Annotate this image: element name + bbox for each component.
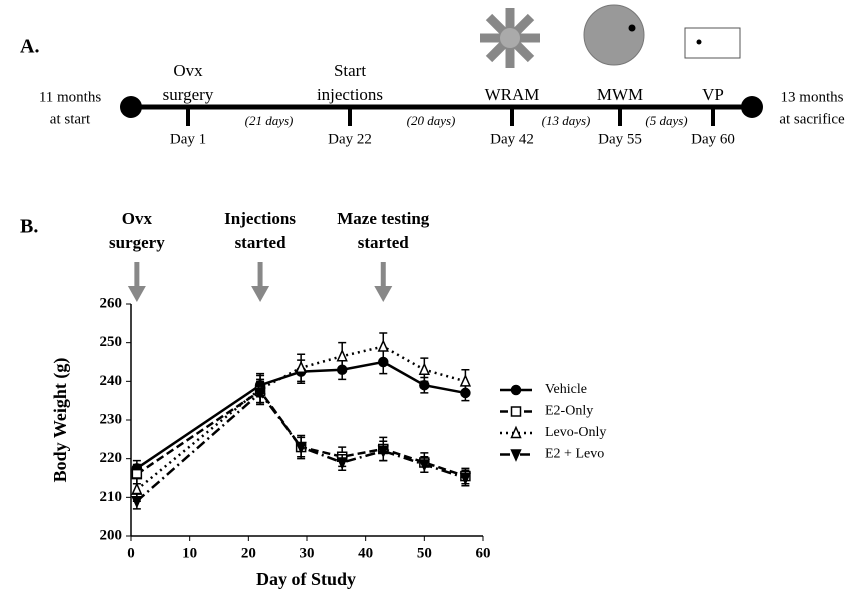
event-name: WRAM — [485, 85, 540, 104]
legend-marker — [510, 406, 522, 417]
y-tick-label: 210 — [100, 489, 123, 505]
event-day: Day 60 — [691, 131, 735, 147]
interval-label: (21 days) — [245, 113, 294, 128]
event-name: MWM — [597, 85, 643, 104]
legend-marker — [510, 384, 522, 396]
x-tick-label: 20 — [241, 545, 256, 561]
y-tick-label: 200 — [100, 527, 123, 543]
timeline-start — [120, 96, 142, 118]
annotation-arrowhead — [251, 286, 270, 302]
panel-label: B. — [20, 216, 38, 238]
annotation: started — [358, 233, 410, 252]
marker — [459, 472, 472, 486]
x-tick-label: 10 — [182, 545, 197, 561]
annotation: Maze testing — [337, 209, 430, 228]
icons — [480, 4, 741, 68]
x-tick-label: 50 — [417, 545, 432, 561]
event-day: Day 55 — [598, 131, 642, 147]
x-tick-label: 0 — [127, 545, 135, 561]
x-tick-label: 60 — [476, 545, 491, 561]
marker — [295, 360, 307, 374]
annotation: surgery — [109, 233, 165, 252]
marker — [131, 482, 143, 495]
interval-label: (13 days) — [542, 113, 591, 128]
legend-label: E2 + Levo — [545, 447, 604, 462]
event-name: injections — [317, 85, 383, 104]
annotation-arrowhead — [374, 286, 393, 302]
annotation-arrowhead — [127, 286, 146, 302]
end-label: at sacrifice — [779, 111, 845, 127]
marker — [336, 457, 348, 470]
y-tick-label: 260 — [100, 295, 123, 311]
vp-dot — [696, 39, 702, 45]
event-name: VP — [702, 85, 724, 104]
start-label: 11 months — [39, 89, 102, 105]
x-tick-label: 40 — [358, 545, 373, 561]
y-axis-title: Body Weight (g) — [50, 358, 71, 483]
marker — [418, 362, 430, 375]
vp-box-icon — [684, 27, 741, 59]
marker — [377, 445, 389, 459]
radial-maze-icon — [480, 8, 540, 68]
legend-label: Levo-Only — [545, 425, 606, 440]
y-tick-label: 220 — [100, 450, 123, 466]
event-day: Day 22 — [328, 131, 372, 147]
event-day: Day 42 — [490, 131, 534, 147]
marker — [131, 495, 143, 509]
panel-label: A. — [20, 36, 39, 58]
timeline-end — [741, 96, 763, 118]
annotation: Injections — [224, 209, 296, 228]
marker — [418, 459, 430, 472]
marker — [377, 339, 389, 352]
start-label: at start — [50, 111, 91, 127]
legend-marker — [510, 425, 522, 439]
y-tick-label: 250 — [100, 334, 123, 350]
event-name: surgery — [163, 85, 214, 104]
marker — [295, 441, 307, 455]
interval-label: (5 days) — [645, 113, 687, 128]
series-line — [136, 389, 466, 478]
interval-label: (20 days) — [407, 113, 456, 128]
annotation: Ovx — [122, 209, 153, 228]
event-name: Ovx — [173, 61, 203, 80]
end-label: 13 months — [781, 89, 844, 105]
legend-marker — [510, 449, 522, 462]
legend-label: E2-Only — [545, 404, 593, 419]
x-axis-title: Day of Study — [256, 569, 356, 589]
marker — [336, 348, 348, 362]
legend-label: Vehicle — [545, 382, 587, 397]
marker — [459, 374, 472, 387]
x-tick-label: 30 — [300, 545, 315, 561]
platform-dot — [628, 24, 636, 32]
water-maze-icon — [583, 4, 645, 66]
y-tick-label: 240 — [100, 373, 123, 389]
marker — [254, 387, 266, 401]
annotation: started — [235, 233, 287, 252]
y-tick-label: 230 — [100, 411, 123, 427]
event-day: Day 1 — [170, 131, 206, 147]
event-name: Start — [334, 61, 366, 80]
